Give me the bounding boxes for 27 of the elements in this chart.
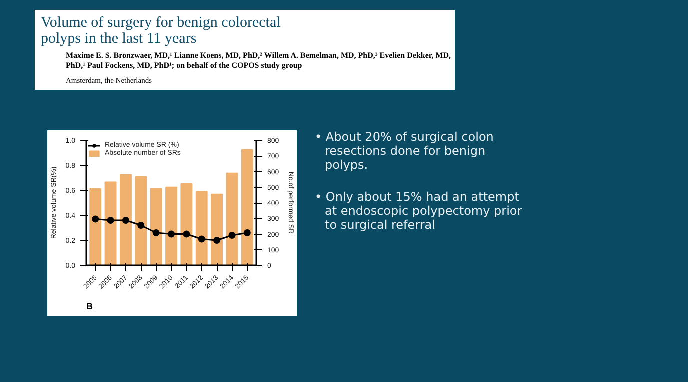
point bbox=[228, 232, 236, 239]
point bbox=[122, 217, 130, 224]
bar bbox=[166, 186, 178, 266]
point bbox=[168, 230, 175, 238]
bar bbox=[150, 188, 162, 266]
bar bbox=[104, 182, 117, 266]
bar bbox=[241, 149, 254, 266]
text: • About 20% of surgical colon resections done for benign polyps. bbox=[315, 130, 495, 172]
bar bbox=[226, 172, 238, 266]
bar bbox=[196, 191, 208, 266]
bar bbox=[120, 174, 132, 266]
point bbox=[92, 216, 100, 223]
bar bbox=[211, 194, 223, 266]
bar bbox=[180, 183, 193, 266]
point bbox=[152, 230, 160, 236]
point bbox=[244, 230, 251, 236]
point bbox=[183, 230, 190, 238]
text: B bbox=[86, 302, 94, 312]
chart-subtitle: Maxime E. S. Bronzwaer, MD,¹ Lianne Koens, MD, PhD,² Willem A. Bemelman, MD, PhD,³ Evelien Dekker, MD, PhD,¹ Paul Fockens, MD, PhD¹; on behalf of the COPOS study group bbox=[66, 51, 452, 71]
text: • Only about 15% had an attempt at endoscopic polypectomy prior to surgical referral bbox=[315, 190, 524, 232]
point bbox=[214, 237, 221, 244]
bar bbox=[90, 188, 102, 266]
bar bbox=[135, 176, 148, 266]
point bbox=[198, 236, 206, 243]
chart-title: Volume of surgery for benign colorectal polyps in the last 11 years bbox=[41, 15, 282, 47]
point bbox=[107, 217, 114, 224]
point bbox=[138, 222, 145, 229]
